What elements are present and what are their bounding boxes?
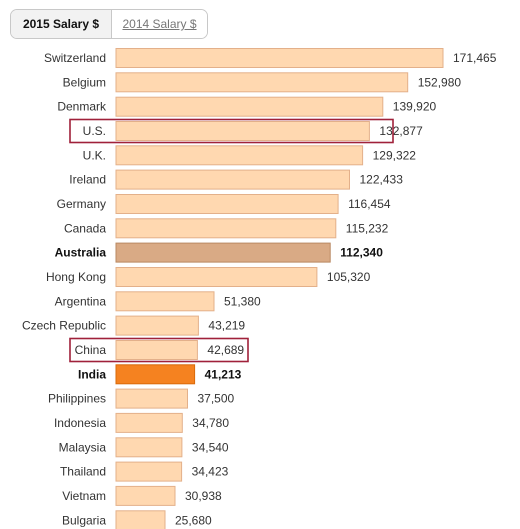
category-label-denmark: Denmark (57, 100, 107, 114)
category-label-argentina: Argentina (55, 294, 107, 308)
value-label-hong-kong: 105,320 (327, 270, 371, 284)
value-label-indonesia: 34,780 (192, 416, 229, 430)
salary-year-tabs: 2015 Salary $ 2014 Salary $ (10, 9, 208, 39)
bar-australia (115, 242, 331, 263)
value-label-malaysia: 34,540 (192, 440, 229, 454)
category-label-vietnam: Vietnam (62, 489, 106, 503)
value-label-czech-republic: 43,219 (208, 319, 245, 333)
bar-vietnam (115, 485, 176, 506)
value-label-bulgaria: 25,680 (175, 513, 212, 527)
bar-denmark (115, 96, 384, 117)
value-label-germany: 116,454 (348, 197, 391, 211)
value-label-u-k: 129,322 (373, 148, 417, 162)
category-label-ireland: Ireland (69, 173, 106, 187)
bar-philippines (115, 388, 188, 409)
value-label-u-s: 132,877 (379, 124, 423, 138)
value-label-denmark: 139,920 (393, 100, 437, 114)
value-label-australia: 112,340 (340, 246, 383, 260)
bar-thailand (115, 461, 183, 482)
tab-2015-salary[interactable]: 2015 Salary $ (11, 10, 111, 38)
bar-u-s (115, 121, 370, 141)
category-label-u-s: U.S. (83, 124, 106, 138)
category-label-germany: Germany (57, 197, 106, 211)
value-label-china: 42,689 (207, 343, 244, 357)
value-label-india: 41,213 (205, 367, 242, 381)
bar-malaysia (115, 437, 183, 458)
bar-switzerland (115, 48, 444, 68)
bar-bulgaria (115, 510, 166, 529)
bar-belgium (115, 72, 409, 93)
bar-china (115, 340, 198, 360)
bar-canada (115, 218, 337, 239)
category-label-switzerland: Switzerland (44, 51, 106, 65)
value-label-ireland: 122,433 (360, 173, 404, 187)
value-label-canada: 115,232 (346, 221, 389, 235)
tab-2014-salary[interactable]: 2014 Salary $ (111, 10, 207, 38)
value-label-argentina: 51,380 (224, 294, 261, 308)
value-label-vietnam: 30,938 (185, 489, 222, 503)
highlight-box-china (69, 337, 249, 363)
bar-u-k (115, 145, 364, 166)
category-label-czech-republic: Czech Republic (22, 319, 106, 333)
category-label-indonesia: Indonesia (54, 416, 106, 430)
category-label-u-k: U.K. (83, 148, 106, 162)
bar-indonesia (115, 412, 183, 433)
category-label-philippines: Philippines (48, 392, 106, 406)
value-label-switzerland: 171,465 (453, 51, 497, 65)
bar-hong-kong (115, 267, 318, 287)
bar-india (115, 364, 196, 385)
category-label-bulgaria: Bulgaria (62, 513, 106, 527)
category-label-malaysia: Malaysia (59, 440, 107, 454)
bar-ireland (115, 169, 350, 190)
category-label-australia: Australia (55, 246, 107, 260)
value-label-belgium: 152,980 (418, 75, 462, 89)
category-label-hong-kong: Hong Kong (46, 270, 106, 284)
bar-germany (115, 194, 339, 214)
highlight-box-u-s (69, 118, 394, 144)
bar-czech-republic (115, 315, 199, 336)
category-label-thailand: Thailand (60, 465, 106, 479)
bar-argentina (115, 291, 215, 312)
category-label-belgium: Belgium (63, 75, 106, 89)
category-label-india: India (78, 367, 106, 381)
value-label-philippines: 37,500 (198, 392, 235, 406)
category-label-china: China (75, 343, 107, 357)
value-label-thailand: 34,423 (192, 465, 229, 479)
category-label-canada: Canada (64, 221, 106, 235)
